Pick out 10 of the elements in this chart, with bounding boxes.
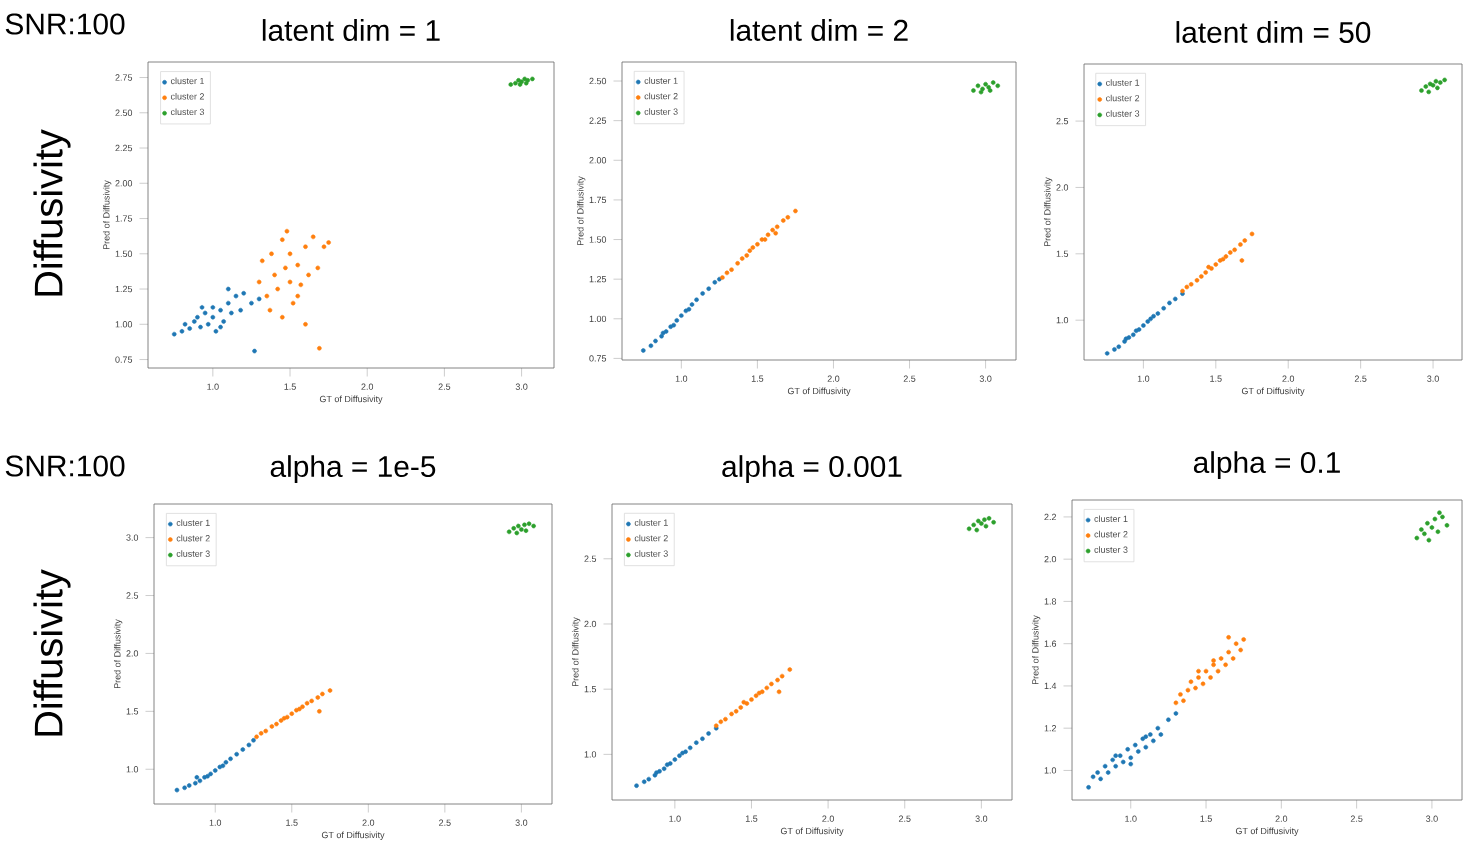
text: Diffusivity [33,569,71,736]
chart-title: alpha = 1e-5 [270,455,436,483]
chart-title: latent dim = 1 [262,19,440,41]
chart-title: latent dim = 50 [1176,21,1371,43]
text: Diffusivity [33,129,71,296]
chart-title: alpha = 0.1 [1193,451,1340,479]
text: SNR:100 [5,13,125,35]
chart-title: latent dim = 2 [730,19,908,41]
text: SNR:100 [5,455,125,477]
chart-title: alpha = 0.001 [722,455,902,483]
